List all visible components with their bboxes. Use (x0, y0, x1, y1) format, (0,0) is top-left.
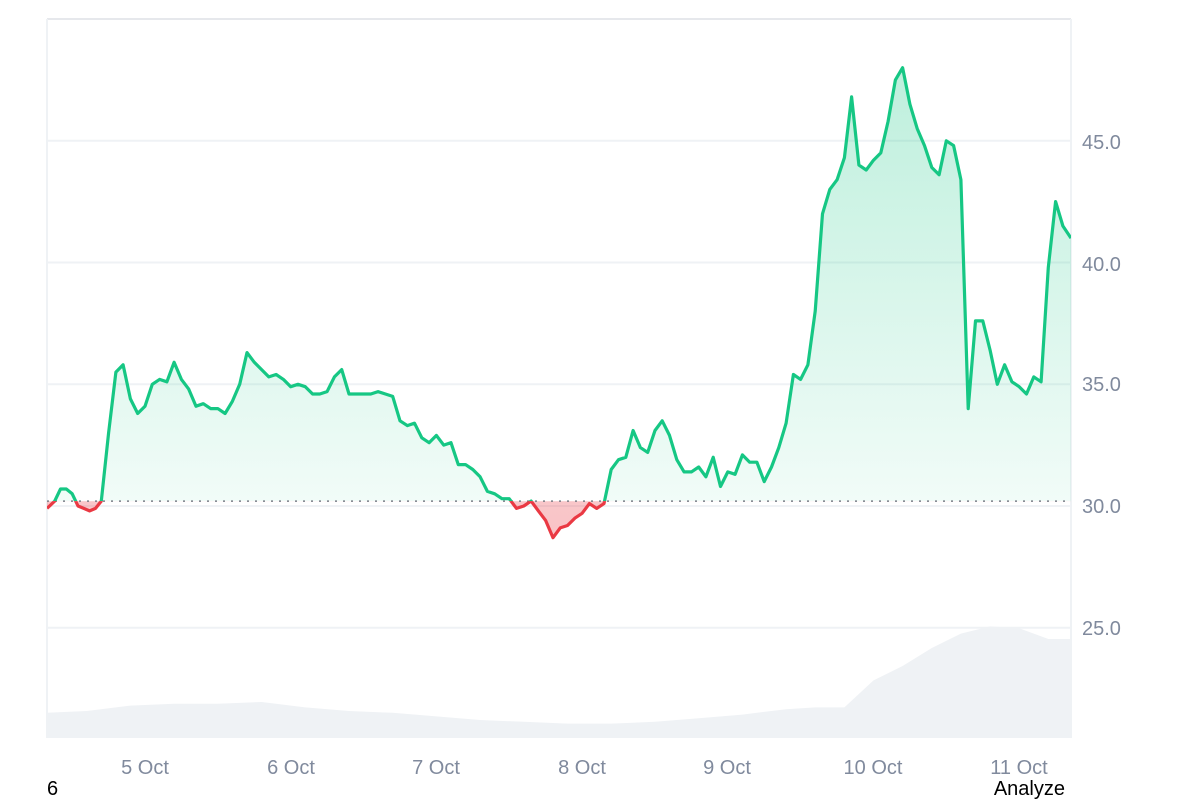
x-tick-8-oct: 8 Oct (558, 757, 606, 779)
x-tick-5-oct: 5 Oct (121, 757, 169, 779)
y-tick-35: 35.0 (1082, 374, 1121, 396)
overlay-left-text: 6 (47, 778, 59, 800)
y-tick-25: 25.0 (1082, 618, 1121, 640)
price-fill-above-baseline (47, 67, 1071, 502)
price-line-above-baseline[interactable] (47, 66, 1071, 538)
volume-area (47, 626, 1071, 738)
y-tick-45: 45.0 (1082, 132, 1121, 154)
x-tick-6-oct: 6 Oct (267, 757, 315, 779)
y-tick-30: 30.0 (1082, 496, 1121, 518)
x-tick-10-oct: 10 Oct (843, 757, 903, 779)
price-line-below-baseline[interactable] (47, 68, 1071, 540)
x-tick-9-oct: 9 Oct (703, 757, 751, 779)
price-fill-below-baseline (47, 501, 605, 538)
y-tick-40: 40.0 (1082, 254, 1121, 276)
x-tick-11-oct: 11 Oct (990, 757, 1048, 779)
analyze-link[interactable]: Analyze (993, 778, 1065, 800)
x-tick-7-oct: 7 Oct (412, 757, 460, 779)
